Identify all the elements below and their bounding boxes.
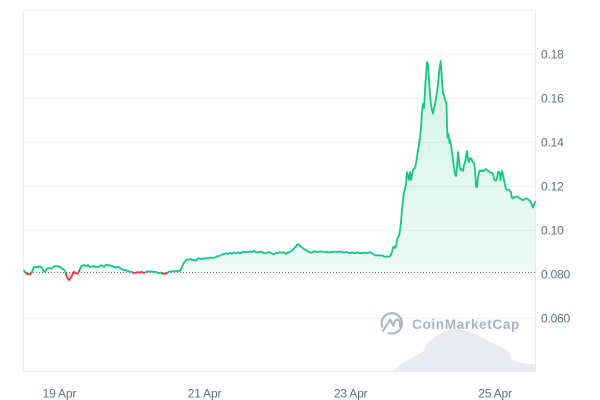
svg-text:0.080: 0.080 <box>541 268 571 282</box>
svg-text:0.14: 0.14 <box>541 136 564 150</box>
svg-text:21 Apr: 21 Apr <box>188 386 222 400</box>
svg-text:0.12: 0.12 <box>541 180 564 194</box>
svg-text:23 Apr: 23 Apr <box>334 386 368 400</box>
svg-text:0.16: 0.16 <box>541 92 564 106</box>
svg-text:CoinMarketCap: CoinMarketCap <box>412 317 520 332</box>
svg-text:0.18: 0.18 <box>541 48 564 62</box>
svg-text:19 Apr: 19 Apr <box>43 386 77 400</box>
svg-text:0.060: 0.060 <box>541 312 571 326</box>
svg-text:0.10: 0.10 <box>541 224 564 238</box>
svg-text:25 Apr: 25 Apr <box>478 386 512 400</box>
